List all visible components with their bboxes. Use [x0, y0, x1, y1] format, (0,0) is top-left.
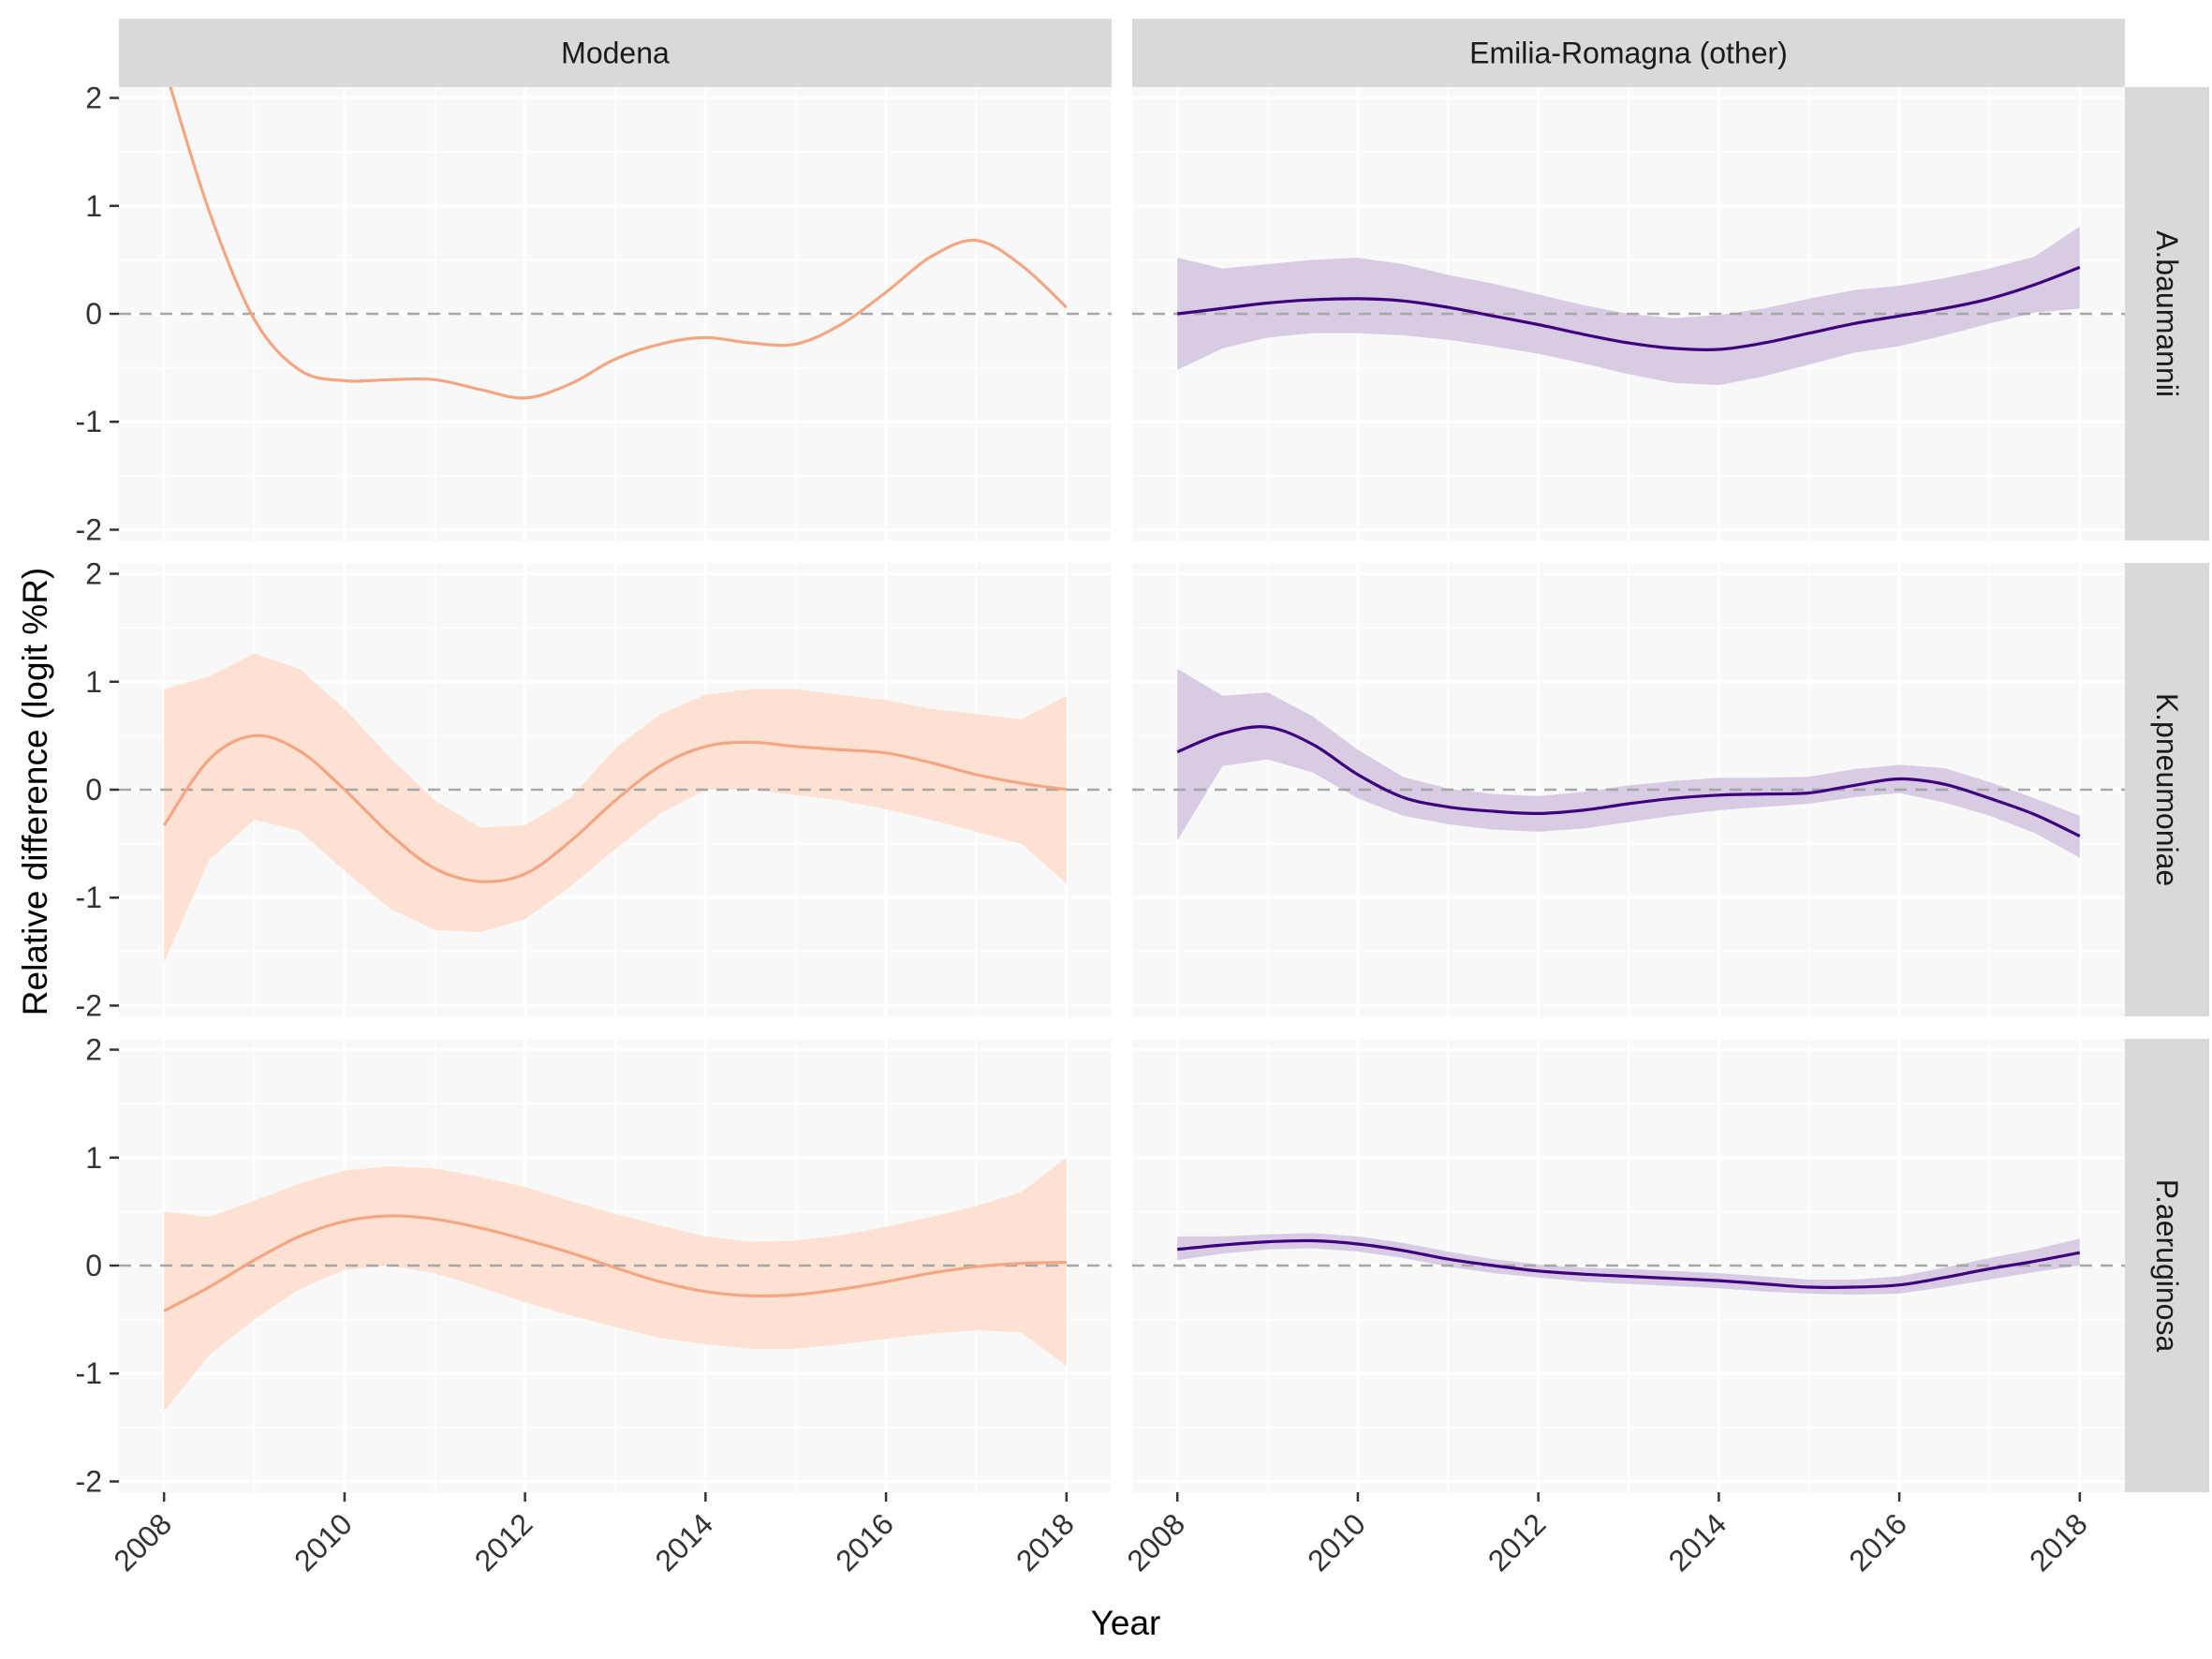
- x-tick-label: 2012: [468, 1506, 539, 1578]
- panel-marks: [1132, 226, 2125, 386]
- series-line-emilia-romagna-other: [1177, 265, 2081, 352]
- series-line-modena: [162, 733, 1068, 883]
- y-tick-label: -2: [76, 1464, 102, 1498]
- column-strip-modena: [119, 19, 1112, 87]
- x-tick-label: 2010: [1301, 1506, 1372, 1578]
- y-tick-label: 1: [85, 665, 102, 699]
- row-strip-a-baumannii: [2125, 87, 2209, 541]
- x-tick-label: 2012: [1482, 1506, 1553, 1578]
- confidence-band: [164, 653, 1067, 963]
- panel-emilia-romagna-other-p-aeruginosa: [1132, 1039, 2125, 1492]
- column-strip-label: Emilia-Romagna (other): [1469, 37, 1788, 70]
- y-tick-label: 2: [85, 81, 102, 115]
- y-tick-label: -1: [76, 405, 102, 438]
- confidence-band: [1177, 668, 2080, 858]
- row-strip-label: K.pneumoniae: [2150, 693, 2184, 886]
- y-tick-label: 0: [85, 773, 102, 807]
- row-strip-label: P.aeruginosa: [2150, 1179, 2184, 1353]
- y-tick-label: 1: [85, 1141, 102, 1175]
- panel-emilia-romagna-other-a-baumannii: [1132, 87, 2125, 541]
- y-tick-label: 2: [85, 557, 102, 591]
- x-tick-label: 2016: [1842, 1506, 1913, 1578]
- panel-modena-a-baumannii: [119, 87, 1112, 541]
- series-line-emilia-romagna-other: [1176, 725, 2081, 838]
- x-axes: 2008 2010 2012 2014 2016 2018 2008 2010 2012 2014…: [107, 1492, 2094, 1578]
- panel-marks: [119, 87, 1112, 400]
- panels-layer: [119, 87, 2125, 1492]
- row-strips: A.baumannii K.pneumoniae P.aeruginosa: [2125, 87, 2209, 1492]
- confidence-band: [164, 1157, 1067, 1412]
- x-tick-label: 2018: [1010, 1506, 1081, 1578]
- x-axis-title: Year: [1091, 1604, 1161, 1642]
- y-tick-label: -1: [76, 881, 102, 914]
- panel-modena-k-pneumoniae: [119, 563, 1112, 1016]
- y-axis-title: Relative difference (logit %R): [16, 568, 54, 1015]
- y-tick-label: -2: [76, 988, 102, 1022]
- row-strip-label: A.baumannii: [2150, 230, 2184, 397]
- panel-emilia-romagna-other-k-pneumoniae: [1132, 563, 2125, 1016]
- y-tick-label: 0: [85, 297, 102, 331]
- x-tick-label: 2008: [107, 1506, 178, 1578]
- x-tick-label: 2018: [2023, 1506, 2094, 1578]
- panel-marks: [1132, 1233, 2125, 1296]
- y-tick-label: -1: [76, 1356, 102, 1390]
- panel-marks: [119, 1157, 1112, 1412]
- y-axes: -2 -1 0 1 2 -2 -1 0 1 2 -2 -1 0 1 2: [76, 81, 119, 1498]
- column-strip-label: Modena: [561, 37, 670, 70]
- series-line-emilia-romagna-other: [1177, 1238, 2081, 1289]
- series-line-modena: [163, 1214, 1067, 1312]
- x-tick-label: 2016: [829, 1506, 900, 1578]
- x-tick-label: 2008: [1120, 1506, 1191, 1578]
- panel-marks: [1132, 668, 2125, 858]
- x-tick-label: 2014: [1662, 1506, 1733, 1578]
- series-line-modena: [169, 87, 1068, 400]
- row-strip-p-aeruginosa: [2125, 1039, 2209, 1492]
- y-tick-label: 1: [85, 189, 102, 223]
- y-tick-label: 2: [85, 1033, 102, 1067]
- column-strips: Modena Emilia-Romagna (other): [119, 19, 2125, 87]
- x-tick-label: 2014: [649, 1506, 720, 1578]
- column-strip-emilia-romagna-other: [1132, 19, 2125, 87]
- confidence-band: [1177, 226, 2080, 386]
- row-strip-k-pneumoniae: [2125, 563, 2209, 1016]
- x-tick-label: 2010: [288, 1506, 359, 1578]
- y-tick-label: 0: [85, 1249, 102, 1282]
- panel-modena-p-aeruginosa: [119, 1039, 1112, 1492]
- y-tick-label: -2: [76, 512, 102, 546]
- panel-marks: [119, 653, 1112, 963]
- confidence-band: [1177, 1233, 2080, 1296]
